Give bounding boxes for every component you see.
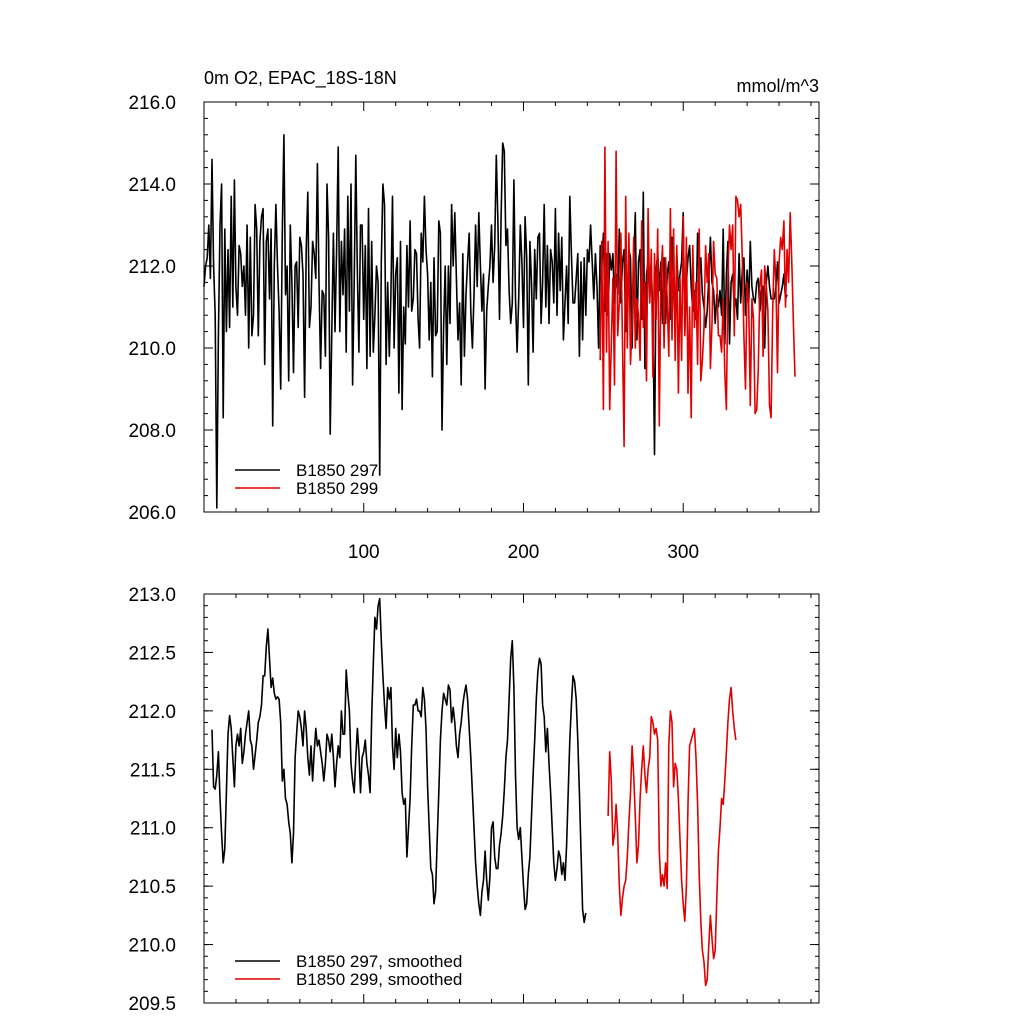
y-tick-label: 212.0 — [128, 702, 176, 723]
y-tick-label: 213.0 — [128, 585, 176, 606]
y-tick-label: 216.0 — [128, 93, 176, 114]
x-tick-label: 300 — [667, 542, 699, 563]
legend-label: B1850 299, smoothed — [296, 970, 462, 989]
y-tick-label: 208.0 — [128, 421, 176, 442]
x-tick-label: 200 — [508, 542, 540, 563]
y-tick-label: 210.5 — [128, 877, 176, 898]
plot-frame — [203, 101, 820, 513]
series-line-1 — [211, 597, 587, 924]
y-tick-label: 209.5 — [128, 994, 176, 1015]
series-line-2 — [607, 686, 737, 987]
y-tick-label: 212.5 — [128, 643, 176, 664]
plot-frame — [203, 593, 820, 1004]
y-tick-label: 211.0 — [130, 819, 176, 840]
y-tick-label: 210.0 — [128, 936, 176, 957]
top-panel: 206.0 208.0 210.0 212.0 214.0 216.0 100 200 300 0… — [128, 68, 820, 563]
y-tick-label: 206.0 — [128, 503, 176, 524]
chart-title: 0m O2, EPAC_18S-18N — [204, 68, 397, 89]
series-line-1 — [203, 134, 788, 509]
bottom-panel: 209.5 210.0 210.5 211.0 211.5 212.0 212.5 213.0… — [128, 585, 820, 1015]
y-tick-label: 214.0 — [128, 175, 176, 196]
legend-label: B1850 297 — [296, 461, 378, 480]
x-tick-label: 100 — [348, 542, 380, 563]
y-tick-label: 210.0 — [128, 339, 176, 360]
units-label: mmol/m^3 — [737, 76, 819, 96]
legend-label: B1850 299 — [296, 479, 378, 498]
y-tick-label: 212.0 — [128, 257, 176, 278]
y-tick-label: 211.5 — [130, 760, 176, 781]
legend-label: B1850 297, smoothed — [296, 952, 462, 971]
series-line-2 — [599, 146, 796, 448]
